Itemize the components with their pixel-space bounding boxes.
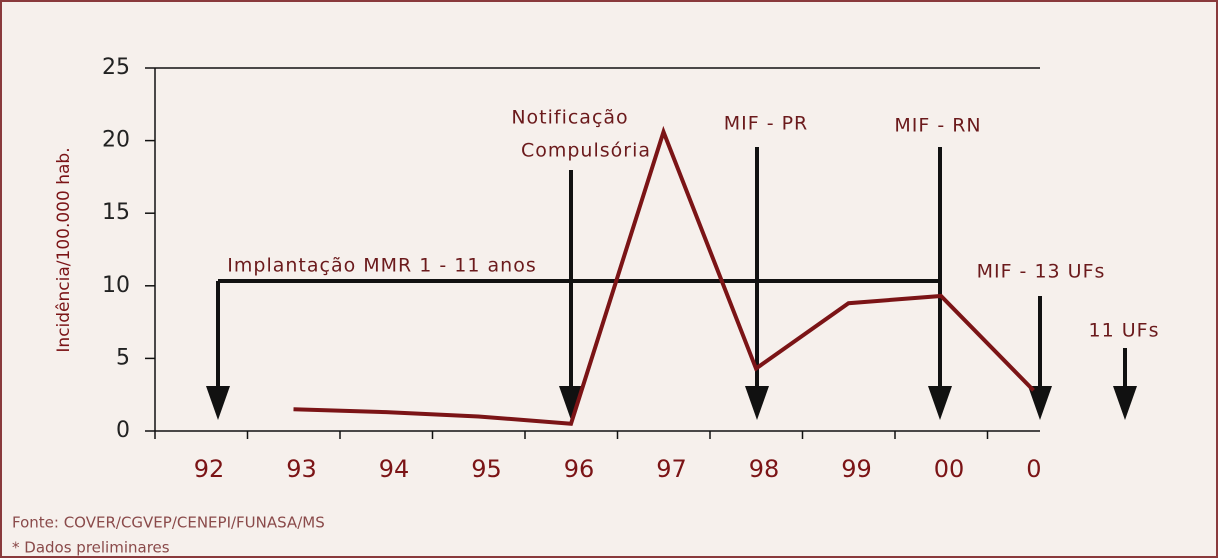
x-tick-label: 96 (564, 455, 595, 483)
x-tick-label: 99 (841, 455, 872, 483)
annotation: Notificação (511, 107, 628, 129)
y-axis-label: Incidência/100.000 hab. (54, 147, 74, 352)
y-tick-label: 25 (102, 55, 130, 80)
y-tick-label: 20 (102, 128, 130, 153)
x-tick-label: 92 (194, 455, 225, 483)
arrow-head (928, 386, 952, 420)
annotation: MIF - RN (894, 115, 981, 137)
annotation: MIF - 13 UFs (977, 261, 1106, 283)
arrow-head (559, 386, 583, 420)
arrow-head (745, 386, 769, 420)
x-tick-label: 01 (1026, 455, 1057, 483)
y-tick-label: 5 (116, 345, 130, 370)
annotation: 11 UFs (1089, 320, 1160, 342)
x-tick-label: 95 (471, 455, 502, 483)
y-tick-label: 0 (116, 418, 130, 443)
source: Fonte: COVER/CGVEP/CENEPI/FUNASA/MS (12, 514, 325, 532)
y-tick-label: 15 (102, 200, 130, 225)
note: * Dados preliminares (12, 539, 170, 557)
arrow-head (1028, 386, 1052, 420)
arrow-head (206, 386, 230, 420)
data-line (293, 125, 1035, 426)
x-tick-label: 98 (749, 455, 780, 483)
x-tick-label: 94 (379, 455, 410, 483)
x-tick-label: 00 (934, 455, 965, 483)
annotation: MIF - PR (724, 113, 809, 135)
y-tick-label: 10 (102, 273, 130, 298)
x-tick-label: 97 (656, 455, 687, 483)
x-tick-label: 93 (286, 455, 317, 483)
annotation: Implantação MMR 1 - 11 anos (227, 255, 536, 277)
annotation: Compulsória (521, 140, 651, 162)
x-labels: 92 93 94 95 96 97 98 99 00 01 (194, 455, 1057, 483)
arrow-head (1113, 386, 1137, 420)
